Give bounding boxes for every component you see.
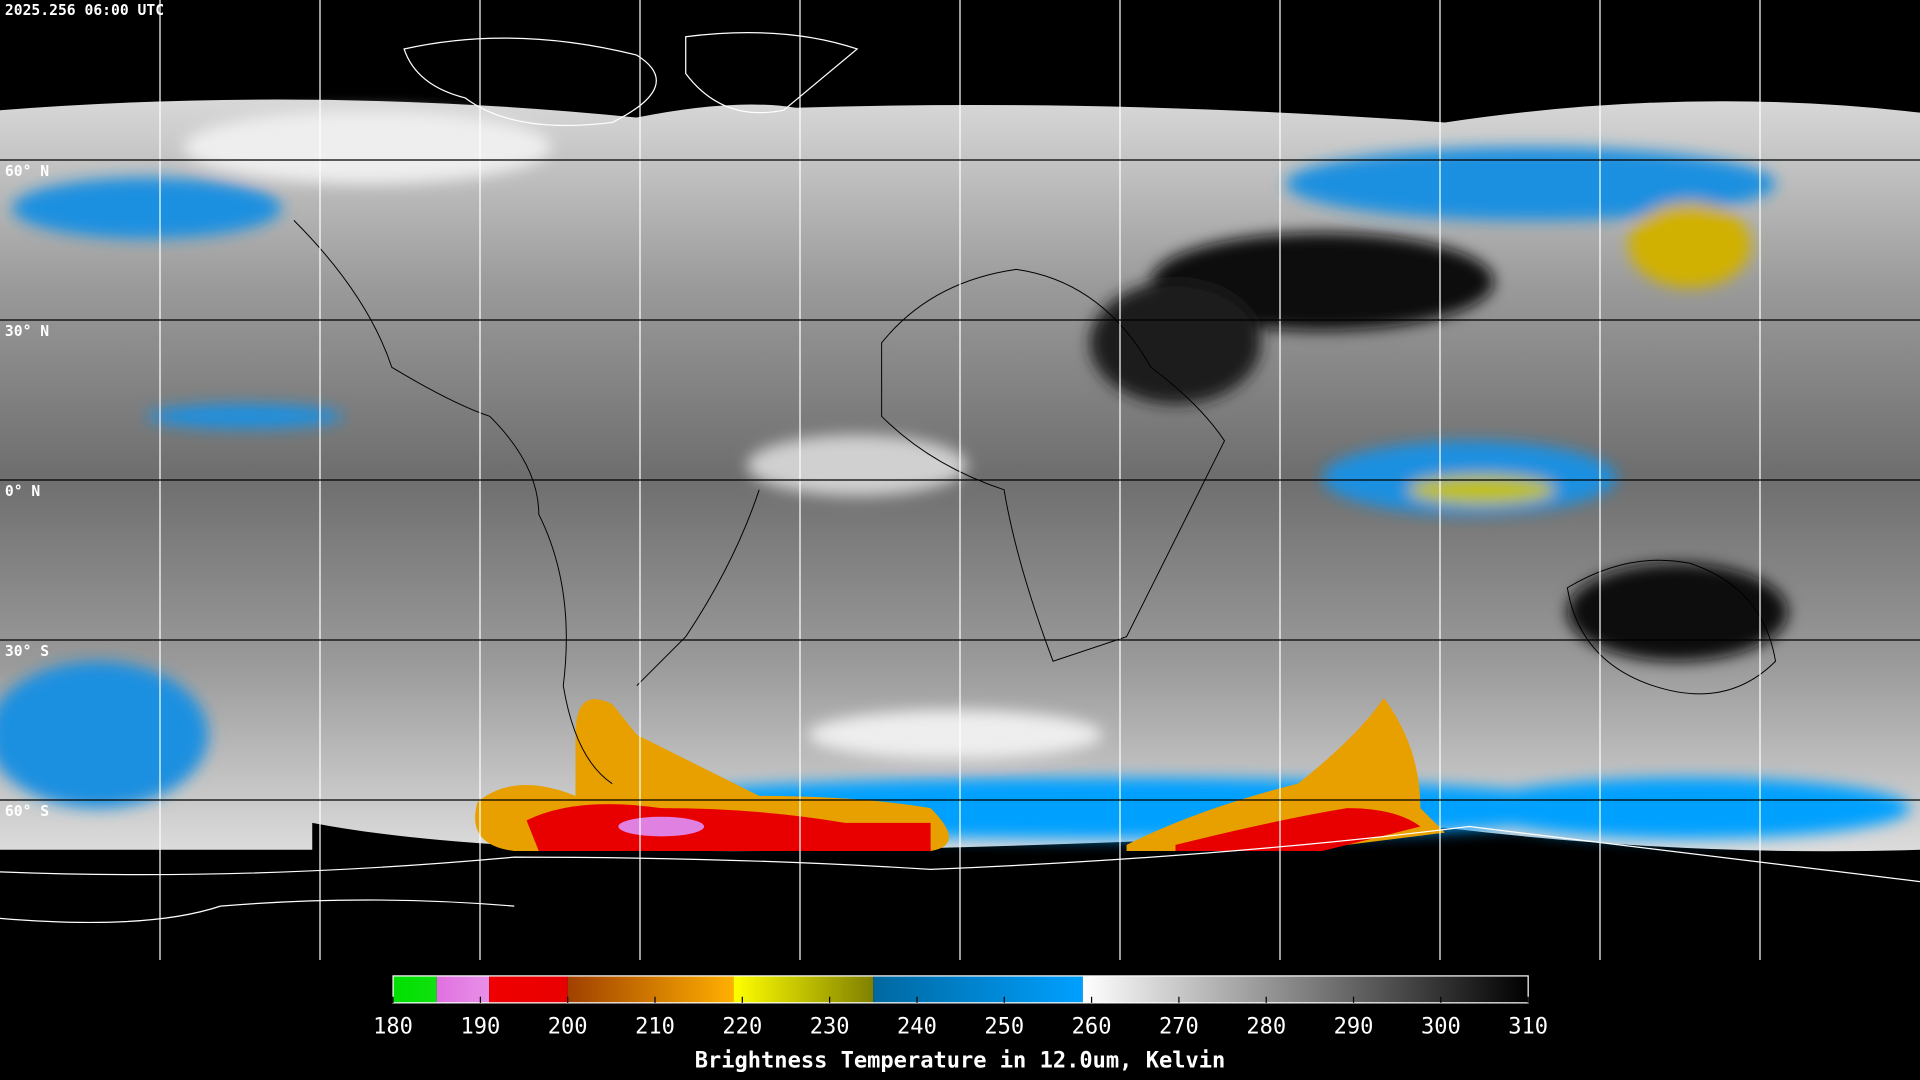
colorbar-tick-label: 270 (1159, 1014, 1199, 1039)
colorbar-segment (873, 975, 1083, 1003)
colorbar-tick-label: 230 (810, 1014, 850, 1039)
graticule (159, 0, 1761, 960)
colorbar-tick-label: 250 (984, 1014, 1024, 1039)
colorbar-tick-label: 300 (1421, 1014, 1461, 1039)
colorbar-segment (393, 975, 437, 1003)
colorbar-tick-label: 260 (1072, 1014, 1112, 1039)
colorbar-tick-label: 210 (635, 1014, 675, 1039)
colorbar-tick-label: 220 (722, 1014, 762, 1039)
latitude-label: 30° N (5, 323, 49, 340)
latitude-label: 60° S (5, 803, 49, 820)
colorbar: 180 190 200 210 220 230 240 250 260 270 280 290 300 3… (373, 975, 1548, 1039)
latitude-label: 0° N (5, 483, 40, 500)
colorbar-segment (489, 975, 568, 1003)
latitude-labels: 60° N 30° N 0° N 30° S 60° S (5, 163, 49, 820)
colorbar-title: Brightness Temperature in 12.0um, Kelvin (695, 1049, 1226, 1074)
colorbar-tick-label: 240 (897, 1014, 937, 1039)
colorbar-tick-label: 180 (373, 1014, 413, 1039)
colorbar-tick-label: 280 (1246, 1014, 1286, 1039)
borders (293, 220, 1777, 785)
colorbar-segment (1082, 975, 1529, 1003)
latitude-label: 60° N (5, 163, 49, 180)
colorbar-segment (436, 975, 490, 1003)
timestamp: 2025.256 06:00 UTC (5, 2, 164, 19)
colorbar-tick-label: 310 (1508, 1014, 1548, 1039)
colorbar-tick-label: 290 (1334, 1014, 1374, 1039)
colorbar-frame (392, 975, 1529, 1004)
latitude-label: 30° S (5, 643, 49, 660)
colorbar-tick-label: 190 (460, 1014, 500, 1039)
colorbar-segment (733, 975, 874, 1003)
coastlines (0, 32, 1920, 924)
colorbar-tick-label: 200 (548, 1014, 588, 1039)
colorbar-segment (567, 975, 734, 1003)
